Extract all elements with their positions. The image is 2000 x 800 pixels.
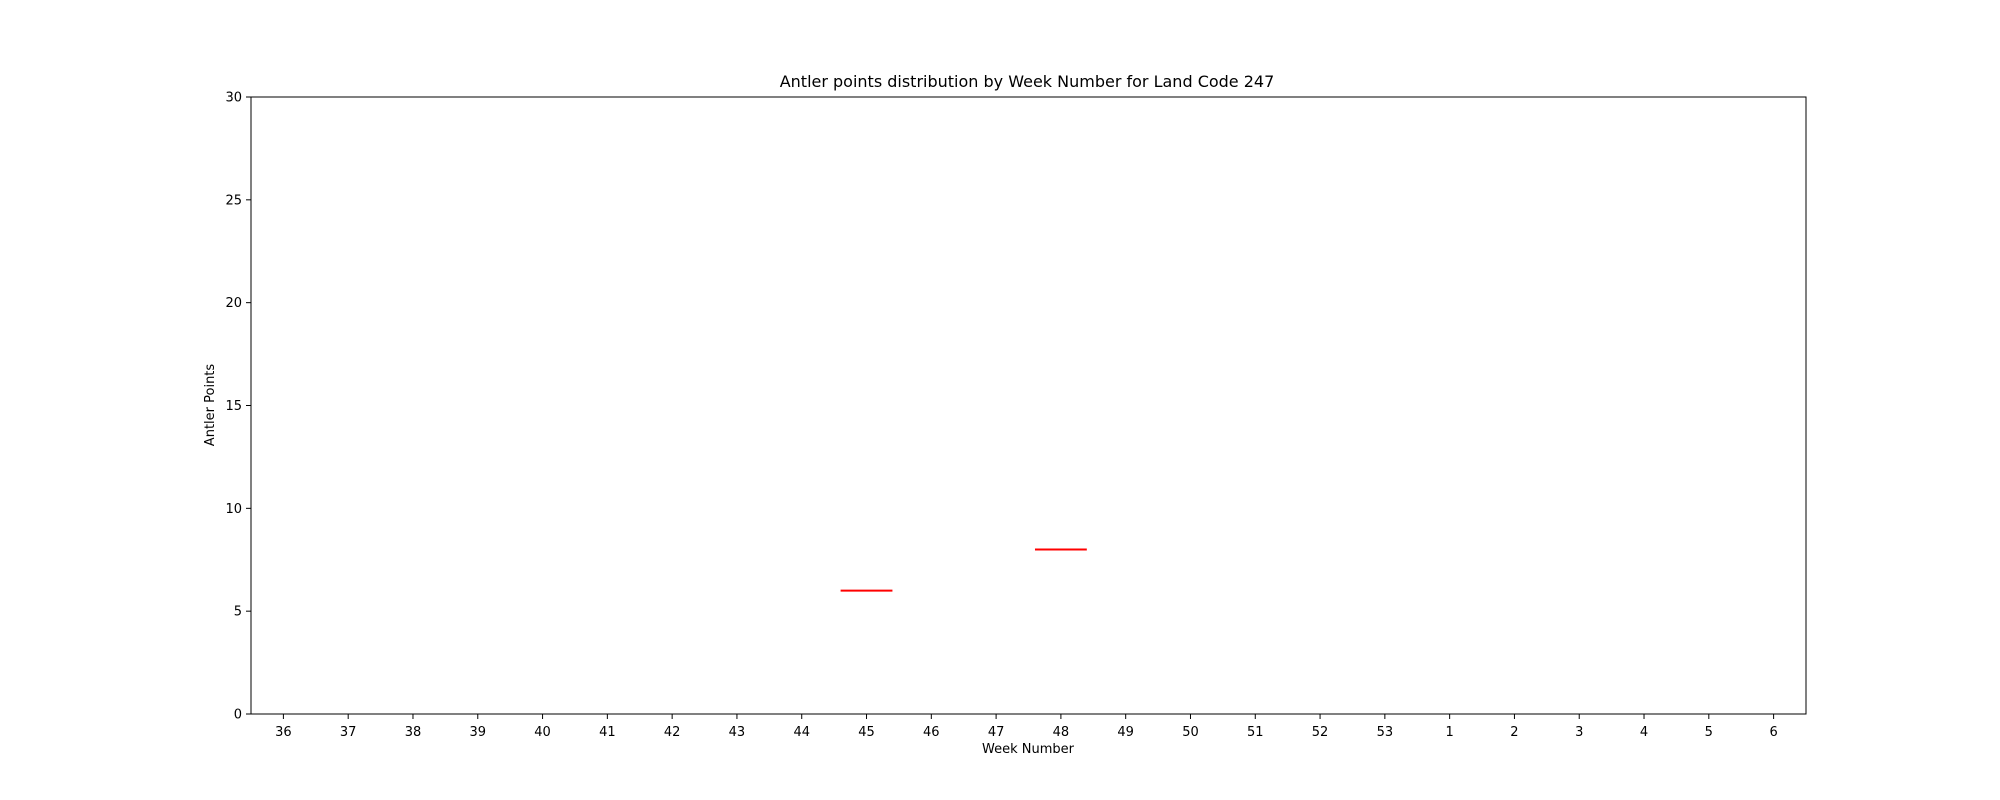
x-tick-label: 48	[1053, 725, 1070, 740]
x-tick-label: 5	[1705, 725, 1713, 740]
x-tick-label: 52	[1312, 725, 1329, 740]
x-tick-label: 41	[599, 725, 616, 740]
x-tick-label: 45	[858, 725, 875, 740]
x-tick-label: 51	[1247, 725, 1264, 740]
x-tick-label: 40	[534, 725, 551, 740]
x-tick-label: 53	[1377, 725, 1394, 740]
x-tick-label: 49	[1117, 725, 1134, 740]
y-tick-label: 25	[225, 193, 242, 208]
x-tick-label: 44	[793, 725, 810, 740]
y-tick-label: 20	[225, 296, 242, 311]
y-tick-label: 10	[225, 502, 242, 517]
x-axis: 36 37 38 39 40 41 42 43 44 45 46 47 48 49 50 51 52 53 1 2 3 4…	[275, 714, 1778, 740]
x-tick-label: 1	[1446, 725, 1454, 740]
x-tick-label: 2	[1510, 725, 1518, 740]
x-tick-label: 39	[469, 725, 486, 740]
y-axis-title: Antler Points	[203, 364, 218, 447]
x-tick-label: 6	[1769, 725, 1777, 740]
x-tick-label: 43	[729, 725, 746, 740]
y-tick-label: 30	[225, 91, 242, 106]
x-tick-label: 42	[664, 725, 681, 740]
x-tick-label: 36	[275, 725, 292, 740]
y-tick-label: 5	[234, 605, 242, 620]
x-tick-label: 47	[988, 725, 1005, 740]
x-tick-label: 4	[1640, 725, 1648, 740]
y-tick-label: 15	[225, 399, 242, 414]
plot-area-frame	[250, 96, 1807, 715]
x-tick-label: 46	[923, 725, 940, 740]
x-axis-title: Week Number	[982, 742, 1075, 757]
x-tick-label: 3	[1575, 725, 1583, 740]
x-tick-label: 38	[405, 725, 422, 740]
chart-title: Antler points distribution by Week Numbe…	[780, 72, 1275, 91]
x-tick-label: 37	[340, 725, 357, 740]
x-tick-label: 50	[1182, 725, 1199, 740]
y-axis: 0 5 10 15 20 25 30	[225, 91, 251, 723]
y-tick-label: 0	[234, 708, 242, 723]
median-marks	[840, 548, 1087, 592]
